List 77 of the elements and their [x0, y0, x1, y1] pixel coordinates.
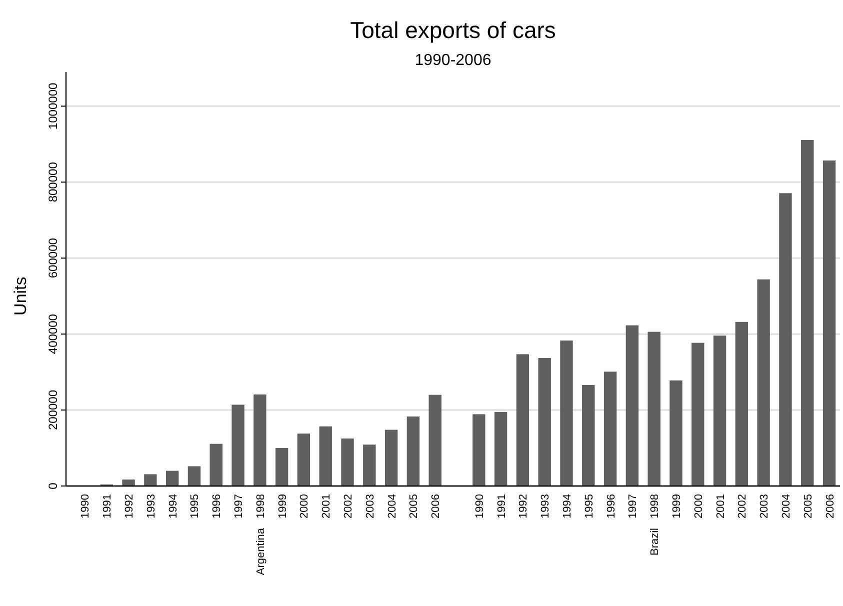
x-tick-label: 1999 [670, 494, 683, 518]
text: Brazil [649, 528, 662, 556]
x-tick-label: 2002 [736, 494, 749, 518]
bar [210, 444, 222, 486]
bar [428, 394, 442, 486]
x-tick-label: 2005 [802, 494, 814, 518]
bar [757, 279, 770, 486]
bar [626, 325, 639, 486]
x-tick-label: 2001 [320, 494, 333, 518]
x-tick-label: 1991 [102, 494, 114, 518]
bar [472, 414, 486, 486]
x-tick-label: 1996 [605, 494, 618, 518]
x-tick-label: 1997 [627, 494, 640, 518]
bar [406, 416, 420, 486]
bar [713, 336, 726, 486]
y-axis-title: Units [11, 276, 30, 316]
bar [516, 354, 530, 486]
x-tick-label: 1996 [211, 494, 224, 518]
y-tick-label: 800000 [46, 162, 60, 202]
bar [538, 358, 551, 486]
bar [341, 438, 354, 486]
x-tick-label: 1992 [124, 494, 136, 518]
x-tick-label: 1995 [189, 494, 202, 518]
bar [254, 394, 266, 486]
x-tick-label: 2003 [364, 494, 376, 518]
bar [560, 340, 573, 486]
bar [648, 332, 660, 486]
x-tick-label: 2001 [714, 494, 727, 518]
x-tick-label: 2000 [298, 494, 311, 518]
bar [801, 140, 814, 486]
bar [166, 470, 179, 486]
bar [735, 322, 748, 486]
bar [384, 430, 398, 486]
x-tick-label: 1995 [583, 494, 596, 518]
bar [275, 448, 288, 486]
x-tick-label: 1999 [276, 494, 289, 518]
x-tick-label: 1993 [145, 494, 158, 518]
x-tick-label: 1993 [540, 494, 552, 518]
y-tick-label: 200000 [46, 390, 60, 430]
x-tick-label: 1997 [233, 494, 246, 518]
chart-subtitle: 1990-2006 [414, 52, 492, 69]
y-tick-label: 1000000 [46, 82, 60, 130]
x-tick-label: 1998 [649, 494, 662, 518]
bar [692, 342, 704, 486]
y-tick-label: 0 [46, 482, 60, 490]
x-tick-label: 2004 [780, 494, 792, 518]
y-tick-label: 600000 [46, 238, 60, 278]
x-tick-label: 2003 [758, 494, 771, 518]
x-tick-label: 1990 [474, 494, 486, 518]
bar [670, 380, 682, 486]
bar [297, 434, 310, 486]
x-tick-label: 2006 [430, 494, 442, 518]
bar [319, 426, 332, 486]
x-tick-label: 2002 [342, 494, 355, 518]
x-tick-label: 1992 [518, 494, 530, 518]
bar [188, 466, 201, 486]
x-tick-label: 1994 [561, 494, 574, 518]
bar [822, 160, 836, 486]
bar [582, 384, 595, 486]
bar [363, 444, 376, 486]
x-tick-label: 1994 [167, 494, 180, 518]
bar [144, 474, 157, 486]
bar [122, 480, 135, 486]
x-tick-label: 2006 [824, 494, 836, 518]
x-tick-label: 2000 [692, 494, 705, 518]
x-tick-label: 2005 [408, 494, 420, 518]
bar [604, 372, 617, 486]
y-tick-label: 400000 [46, 314, 60, 354]
bar [494, 412, 508, 486]
bar [779, 193, 792, 486]
bar [232, 404, 244, 486]
x-tick-label: 1991 [496, 494, 508, 518]
x-tick-label: 1990 [80, 494, 92, 518]
x-tick-label: 2004 [386, 494, 398, 518]
chart-title: Total exports of cars [350, 17, 556, 43]
x-tick-label: 1998 [254, 494, 267, 518]
text: Argentina [254, 527, 267, 576]
